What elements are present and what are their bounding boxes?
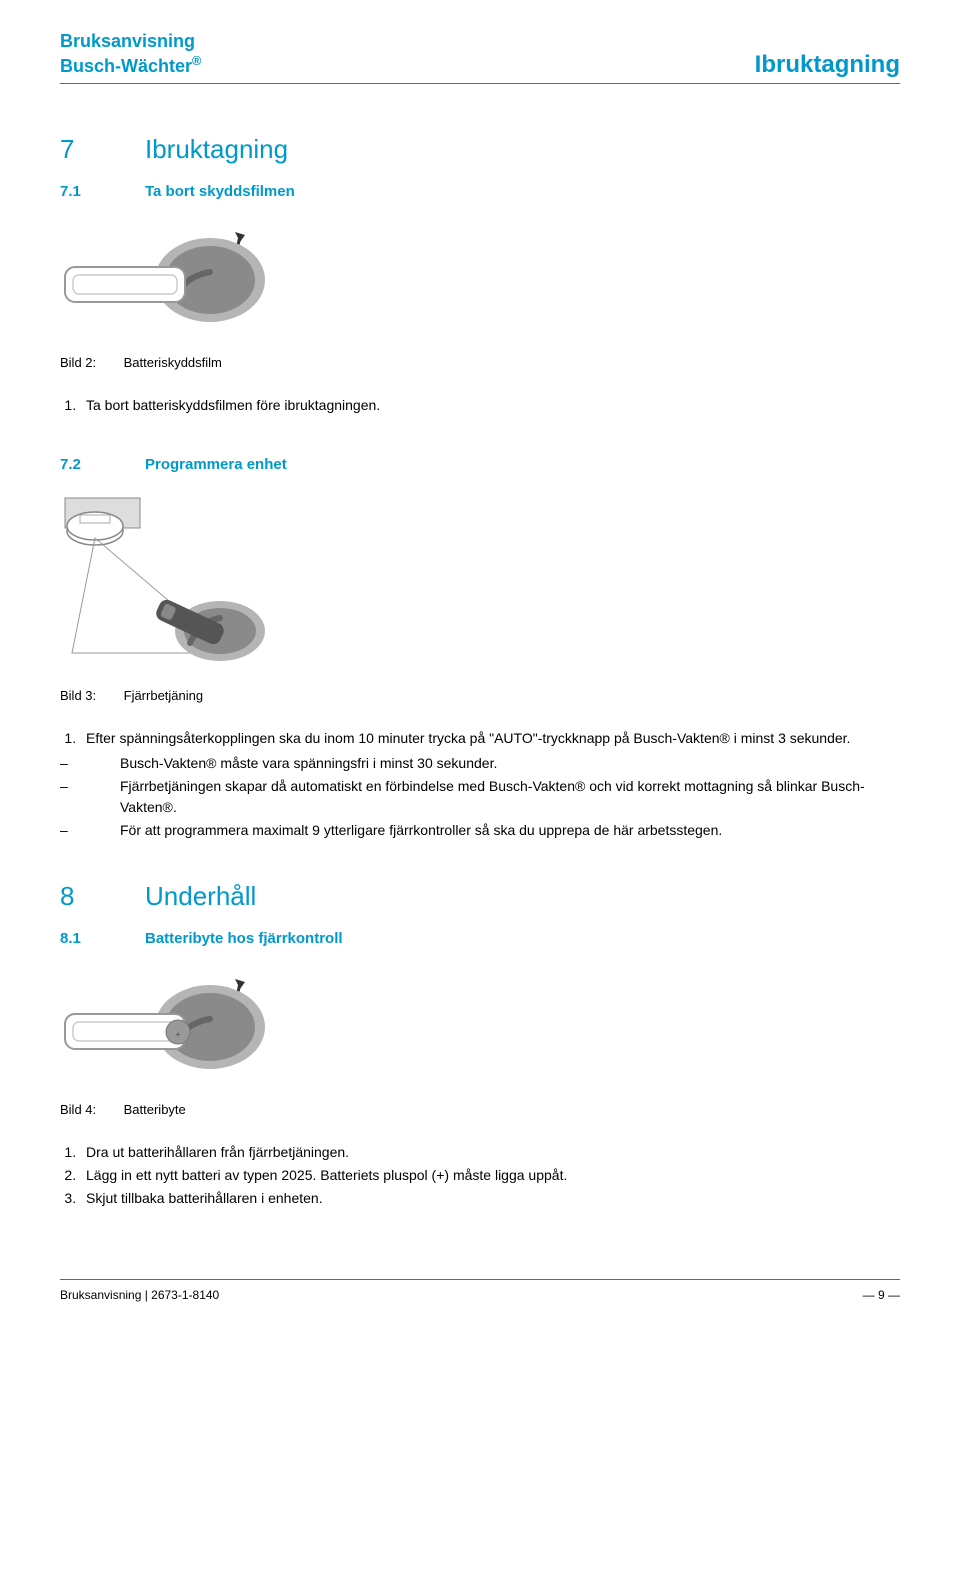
figure-4: +: [60, 967, 900, 1082]
svg-text:+: +: [176, 1030, 181, 1039]
figure-2: [60, 220, 900, 335]
section-number: 7: [60, 134, 145, 165]
figure-4-caption: Bild 4: Batteribyte: [60, 1102, 900, 1117]
section-number: 8: [60, 881, 145, 912]
figure-3: [60, 493, 900, 668]
list-item: Ta bort batteriskyddsfilmen före ibrukta…: [80, 395, 900, 416]
section-7-2-steps: Efter spänningsåterkopplingen ska du ino…: [80, 728, 900, 749]
section-7-1-steps: Ta bort batteriskyddsfilmen före ibrukta…: [80, 395, 900, 416]
header-right: Ibruktagning: [755, 51, 900, 79]
header-line2: Busch-Wächter®: [60, 53, 201, 78]
subsection-number: 7.2: [60, 456, 145, 473]
section-7-2-bullets: Busch-Vakten® måste vara spänningsfri i …: [60, 753, 900, 841]
page-header: Bruksanvisning Busch-Wächter® Ibruktagni…: [60, 30, 900, 84]
section-8-1-heading: 8.1 Batteribyte hos fjärrkontroll: [60, 930, 900, 947]
footer-right: — 9 —: [863, 1288, 900, 1302]
caption-text: Batteriskyddsfilm: [124, 355, 222, 370]
remote-program-illustration: [60, 493, 280, 663]
list-item: För att programmera maximalt 9 ytterliga…: [60, 820, 900, 841]
battery-film-illustration: [60, 220, 280, 330]
subsection-title: Batteribyte hos fjärrkontroll: [145, 930, 343, 947]
section-title: Underhåll: [145, 881, 256, 912]
figure-2-caption: Bild 2: Batteriskyddsfilm: [60, 355, 900, 370]
list-item: Dra ut batterihållaren från fjärrbetjäni…: [80, 1142, 900, 1163]
list-item: Lägg in ett nytt batteri av typen 2025. …: [80, 1165, 900, 1186]
caption-label: Bild 4:: [60, 1102, 120, 1117]
list-item: Efter spänningsåterkopplingen ska du ino…: [80, 728, 900, 749]
caption-label: Bild 3:: [60, 688, 120, 703]
section-7-heading: 7 Ibruktagning: [60, 134, 900, 165]
list-item: Busch-Vakten® måste vara spänningsfri i …: [60, 753, 900, 774]
figure-3-caption: Bild 3: Fjärrbetjäning: [60, 688, 900, 703]
section-7-1-heading: 7.1 Ta bort skyddsfilmen: [60, 183, 900, 200]
footer-left: Bruksanvisning | 2673-1-8140: [60, 1288, 219, 1302]
section-title: Ibruktagning: [145, 134, 288, 165]
subsection-title: Programmera enhet: [145, 456, 287, 473]
subsection-number: 7.1: [60, 183, 145, 200]
subsection-number: 8.1: [60, 930, 145, 947]
page-footer: Bruksanvisning | 2673-1-8140 — 9 —: [60, 1279, 900, 1302]
caption-text: Batteribyte: [124, 1102, 186, 1117]
list-item: Skjut tillbaka batterihållaren i enheten…: [80, 1188, 900, 1209]
header-left: Bruksanvisning Busch-Wächter®: [60, 30, 201, 79]
header-line1: Bruksanvisning: [60, 30, 201, 53]
registered-icon: ®: [192, 54, 201, 68]
section-7-2-heading: 7.2 Programmera enhet: [60, 456, 900, 473]
caption-label: Bild 2:: [60, 355, 120, 370]
section-8-1-steps: Dra ut batterihållaren från fjärrbetjäni…: [80, 1142, 900, 1209]
section-8-heading: 8 Underhåll: [60, 881, 900, 912]
battery-replace-illustration: +: [60, 967, 280, 1077]
list-item: Fjärrbetjäningen skapar då automatiskt e…: [60, 776, 900, 818]
caption-text: Fjärrbetjäning: [124, 688, 204, 703]
subsection-title: Ta bort skyddsfilmen: [145, 183, 295, 200]
